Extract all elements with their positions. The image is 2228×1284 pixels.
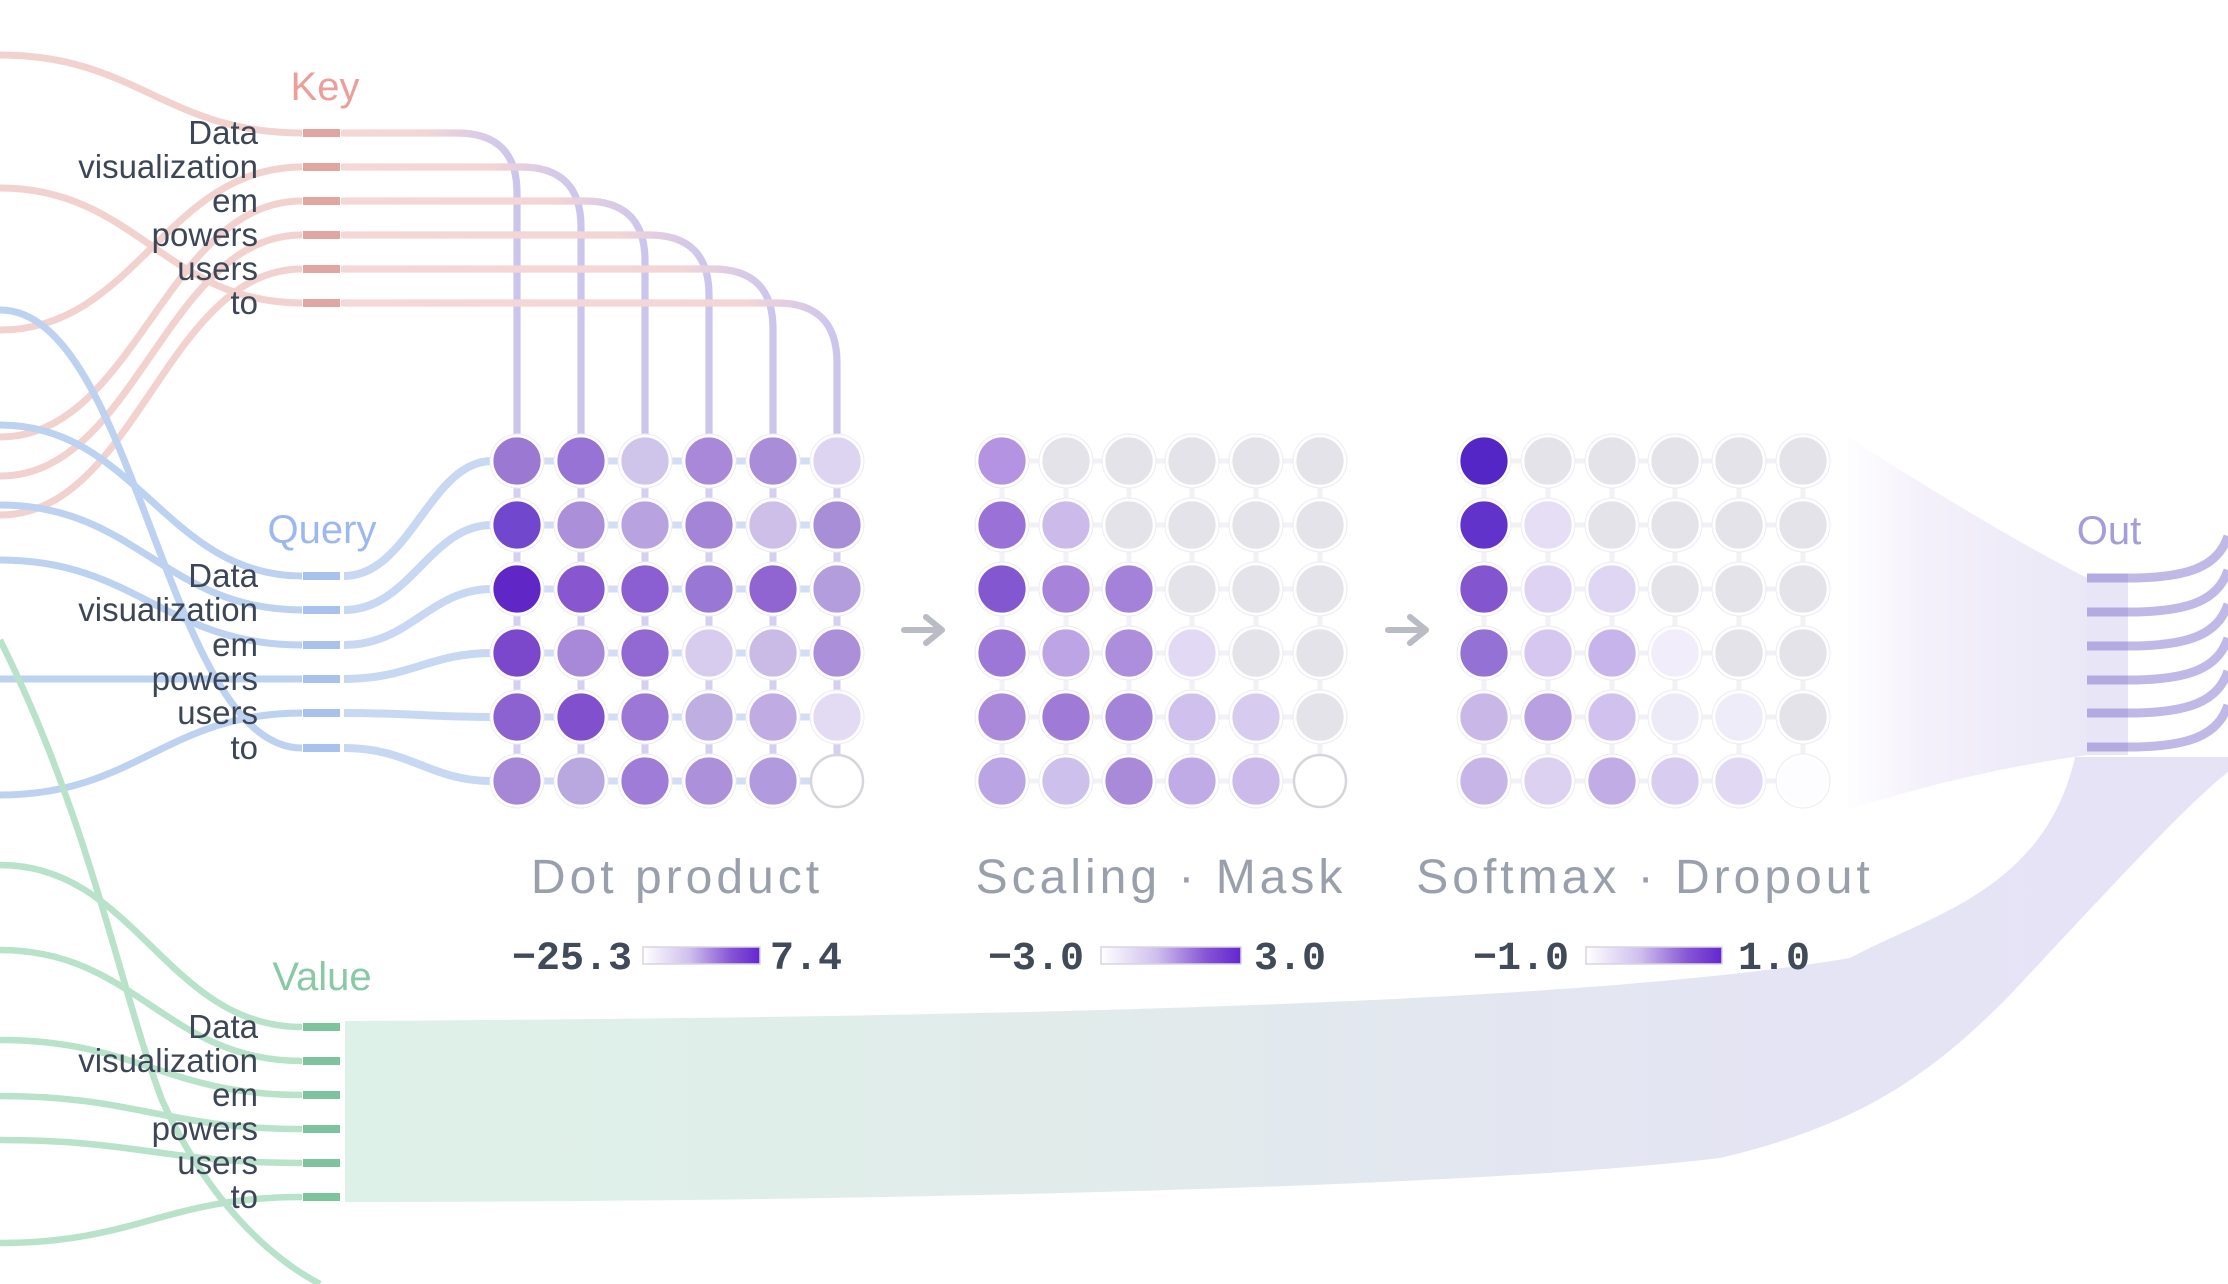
svg-text:em: em (212, 182, 258, 219)
svg-text:powers: powers (152, 1110, 258, 1147)
svg-text:users: users (177, 1144, 258, 1181)
svg-text:−1.0: −1.0 (1473, 937, 1569, 982)
svg-text:Scaling · Mask: Scaling · Mask (976, 851, 1347, 904)
svg-text:Softmax · Dropout: Softmax · Dropout (1416, 851, 1873, 904)
svg-text:em: em (212, 626, 258, 663)
svg-text:to: to (230, 284, 258, 321)
svg-text:Data: Data (188, 557, 258, 594)
svg-text:visualization: visualization (78, 1042, 258, 1079)
svg-text:em: em (212, 1076, 258, 1113)
svg-text:−3.0: −3.0 (988, 937, 1084, 982)
svg-text:Query: Query (268, 508, 377, 552)
svg-text:−25.3: −25.3 (512, 937, 632, 982)
svg-text:1.0: 1.0 (1738, 937, 1810, 982)
svg-text:users: users (177, 250, 258, 287)
svg-text:Data: Data (188, 114, 258, 151)
svg-text:Dot product: Dot product (531, 851, 823, 904)
svg-text:Key: Key (291, 65, 360, 109)
svg-text:Out: Out (2077, 509, 2141, 553)
svg-text:Value: Value (272, 955, 371, 999)
svg-text:Data: Data (188, 1008, 258, 1045)
svg-text:visualization: visualization (78, 591, 258, 628)
svg-text:users: users (177, 694, 258, 731)
svg-text:powers: powers (152, 660, 258, 697)
svg-text:to: to (230, 1178, 258, 1215)
svg-text:to: to (230, 729, 258, 766)
svg-text:3.0: 3.0 (1254, 937, 1326, 982)
svg-text:7.4: 7.4 (770, 937, 842, 982)
svg-text:visualization: visualization (78, 148, 258, 185)
svg-text:powers: powers (152, 216, 258, 253)
